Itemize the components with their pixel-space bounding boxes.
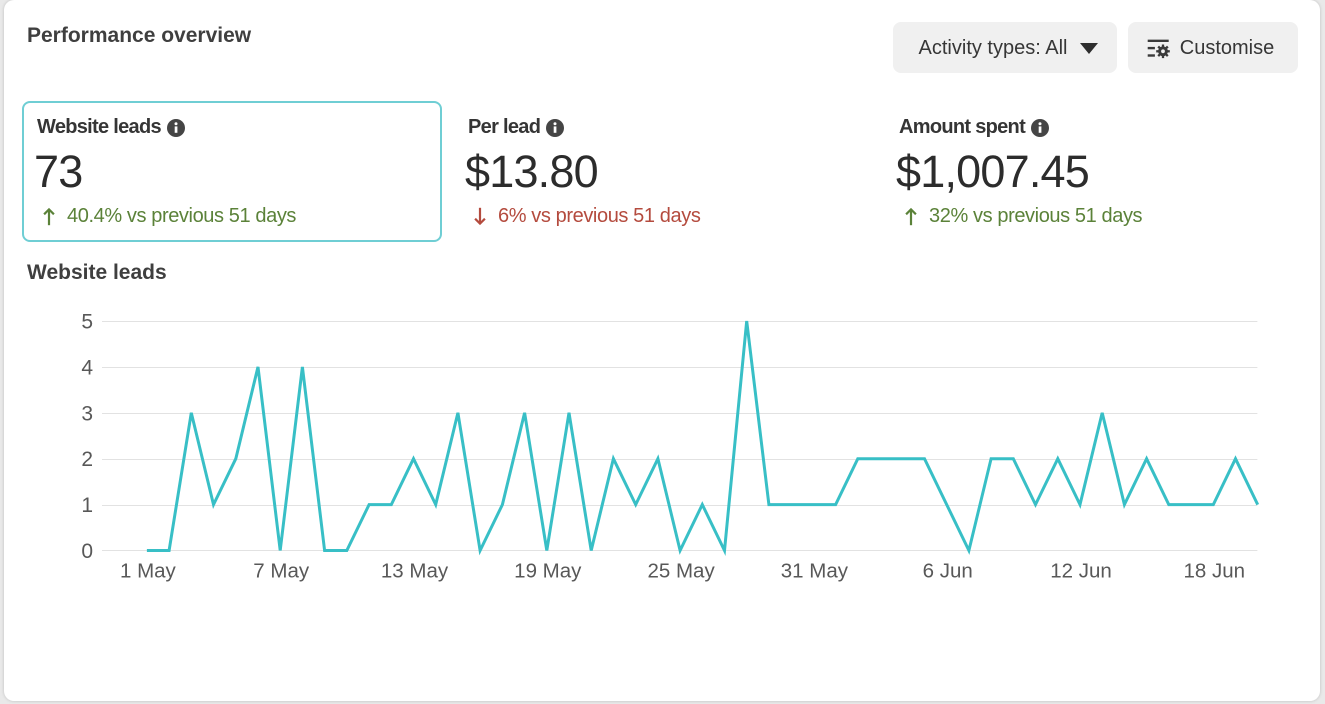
svg-text:25 May: 25 May — [647, 560, 715, 583]
svg-text:1: 1 — [81, 494, 93, 517]
svg-text:31 May: 31 May — [781, 560, 849, 583]
svg-text:7 May: 7 May — [253, 560, 310, 583]
svg-text:4: 4 — [81, 356, 93, 379]
svg-text:0: 0 — [81, 540, 93, 563]
svg-text:18 Jun: 18 Jun — [1184, 560, 1246, 583]
svg-text:6 Jun: 6 Jun — [923, 560, 973, 583]
svg-text:13 May: 13 May — [381, 560, 449, 583]
svg-text:3: 3 — [81, 402, 93, 425]
svg-text:12 Jun: 12 Jun — [1050, 560, 1112, 583]
svg-text:19 May: 19 May — [514, 560, 582, 583]
svg-text:2: 2 — [81, 448, 93, 471]
svg-text:5: 5 — [81, 311, 93, 334]
svg-text:1 May: 1 May — [120, 560, 177, 583]
